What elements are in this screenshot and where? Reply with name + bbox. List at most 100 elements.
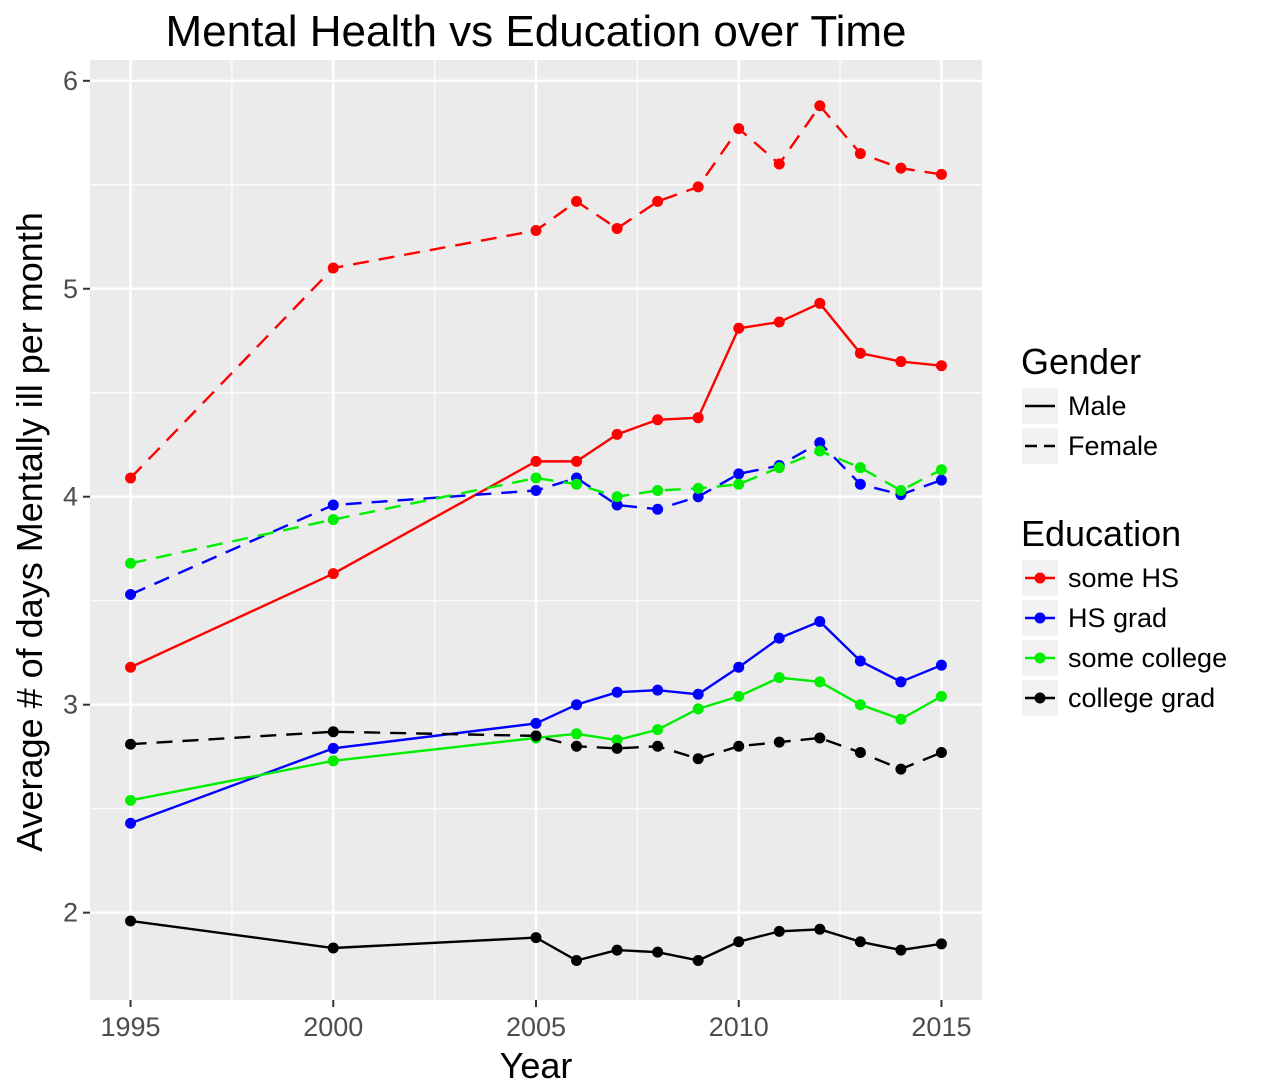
data-point-some-college-male xyxy=(895,713,907,725)
legend-key-point-some-college xyxy=(1034,652,1046,664)
data-point-some-college-female xyxy=(530,472,542,484)
data-point-college-grad-male xyxy=(814,923,826,935)
data-point-college-grad-female xyxy=(652,740,664,752)
data-point-some-hs-male xyxy=(854,347,866,359)
data-point-hs-grad-male xyxy=(773,632,785,644)
legend-label-some-hs: some HS xyxy=(1068,563,1179,593)
data-point-hs-grad-male xyxy=(327,742,339,754)
data-point-college-grad-female xyxy=(611,742,623,754)
data-point-college-grad-male xyxy=(895,944,907,956)
data-point-some-college-male xyxy=(571,728,583,740)
y-tick-label: 4 xyxy=(63,482,78,512)
data-point-some-college-female xyxy=(733,478,745,490)
data-point-some-hs-female xyxy=(895,162,907,174)
data-point-some-hs-female xyxy=(692,181,704,193)
data-point-college-grad-female xyxy=(327,726,339,738)
data-point-some-hs-male xyxy=(692,412,704,424)
data-point-college-grad-female xyxy=(571,740,583,752)
data-point-college-grad-male xyxy=(611,944,623,956)
data-point-some-college-female xyxy=(814,445,826,457)
data-point-hs-grad-male xyxy=(571,699,583,711)
data-point-hs-grad-male xyxy=(611,686,623,698)
legend-key-point-college-grad xyxy=(1034,692,1046,704)
legend-title-education: Education xyxy=(1021,513,1181,554)
legend: Gender Male Female Education some HS HS grad s… xyxy=(1021,341,1227,716)
data-point-college-grad-female xyxy=(814,732,826,744)
data-point-hs-grad-female xyxy=(854,478,866,490)
data-point-some-college-male xyxy=(854,699,866,711)
data-point-hs-grad-female xyxy=(652,503,664,515)
x-tick-label: 2000 xyxy=(303,1012,363,1042)
y-tick-label: 2 xyxy=(63,898,78,928)
data-point-some-hs-male xyxy=(530,455,542,467)
data-point-some-college-male xyxy=(814,676,826,688)
data-point-college-grad-male xyxy=(530,932,542,944)
legend-title-gender: Gender xyxy=(1021,341,1141,382)
data-point-college-grad-male xyxy=(125,915,137,927)
y-tick-labels: 2 3 4 5 6 xyxy=(63,66,78,928)
data-point-some-hs-male xyxy=(895,356,907,368)
data-point-college-grad-male xyxy=(935,938,947,950)
data-point-some-college-male xyxy=(692,703,704,715)
data-point-college-grad-female xyxy=(530,730,542,742)
data-point-hs-grad-male xyxy=(652,684,664,696)
data-point-some-hs-male xyxy=(125,661,137,673)
data-point-hs-grad-male xyxy=(895,676,907,688)
legend-key-point-hs-grad xyxy=(1034,612,1046,624)
data-point-college-grad-female xyxy=(733,740,745,752)
legend-label-male: Male xyxy=(1068,391,1127,421)
data-point-hs-grad-female xyxy=(814,437,826,449)
data-point-some-college-male xyxy=(773,672,785,684)
data-point-some-hs-male xyxy=(814,297,826,309)
data-point-some-hs-female xyxy=(854,148,866,160)
data-point-college-grad-male xyxy=(692,954,704,966)
data-point-some-hs-male xyxy=(773,316,785,328)
legend-label-some-college: some college xyxy=(1068,643,1227,673)
data-point-hs-grad-female xyxy=(125,588,137,600)
data-point-hs-grad-male xyxy=(125,817,137,829)
data-point-hs-grad-male xyxy=(854,655,866,667)
data-point-hs-grad-male xyxy=(733,661,745,673)
data-point-some-college-female xyxy=(611,491,623,503)
chart-title: Mental Health vs Education over Time xyxy=(165,7,906,56)
data-point-college-grad-male xyxy=(854,936,866,948)
data-point-some-hs-male xyxy=(733,322,745,334)
data-point-some-hs-male xyxy=(935,360,947,372)
data-point-college-grad-female xyxy=(935,747,947,759)
data-point-some-college-female xyxy=(571,478,583,490)
data-point-some-college-female xyxy=(935,464,947,476)
data-point-college-grad-male xyxy=(327,942,339,954)
data-point-some-hs-female xyxy=(935,168,947,180)
data-point-some-hs-female xyxy=(125,472,137,484)
data-point-college-grad-male xyxy=(733,936,745,948)
data-point-some-college-female xyxy=(652,484,664,496)
data-point-hs-grad-female xyxy=(530,484,542,496)
data-point-some-college-male xyxy=(125,794,137,806)
data-point-some-college-female xyxy=(692,482,704,494)
x-tick-label: 2010 xyxy=(709,1012,769,1042)
major-gridlines xyxy=(90,60,982,1000)
y-tick-label: 3 xyxy=(63,690,78,720)
data-point-some-hs-male xyxy=(327,568,339,580)
data-point-some-college-male xyxy=(935,690,947,702)
data-point-hs-grad-female xyxy=(935,474,947,486)
data-point-some-hs-female xyxy=(652,195,664,207)
data-point-some-hs-female xyxy=(571,195,583,207)
data-point-some-hs-female xyxy=(530,225,542,237)
x-tick-label: 2005 xyxy=(506,1012,566,1042)
data-point-some-hs-female xyxy=(611,222,623,234)
legend-label-hs-grad: HS grad xyxy=(1068,603,1167,633)
legend-label-college-grad: college grad xyxy=(1068,683,1215,713)
y-tick-label: 6 xyxy=(63,66,78,96)
x-axis-title: Year xyxy=(500,1045,573,1086)
data-point-college-grad-female xyxy=(773,736,785,748)
data-point-hs-grad-female xyxy=(611,499,623,511)
data-point-some-college-female xyxy=(327,514,339,526)
data-point-hs-grad-female xyxy=(733,468,745,480)
data-point-some-college-male xyxy=(327,755,339,767)
data-point-some-college-female xyxy=(125,557,137,569)
data-point-college-grad-female xyxy=(854,747,866,759)
data-point-college-grad-female xyxy=(692,753,704,765)
x-tick-labels: 1995 2000 2005 2010 2015 xyxy=(101,1012,972,1042)
data-point-some-college-male xyxy=(733,690,745,702)
